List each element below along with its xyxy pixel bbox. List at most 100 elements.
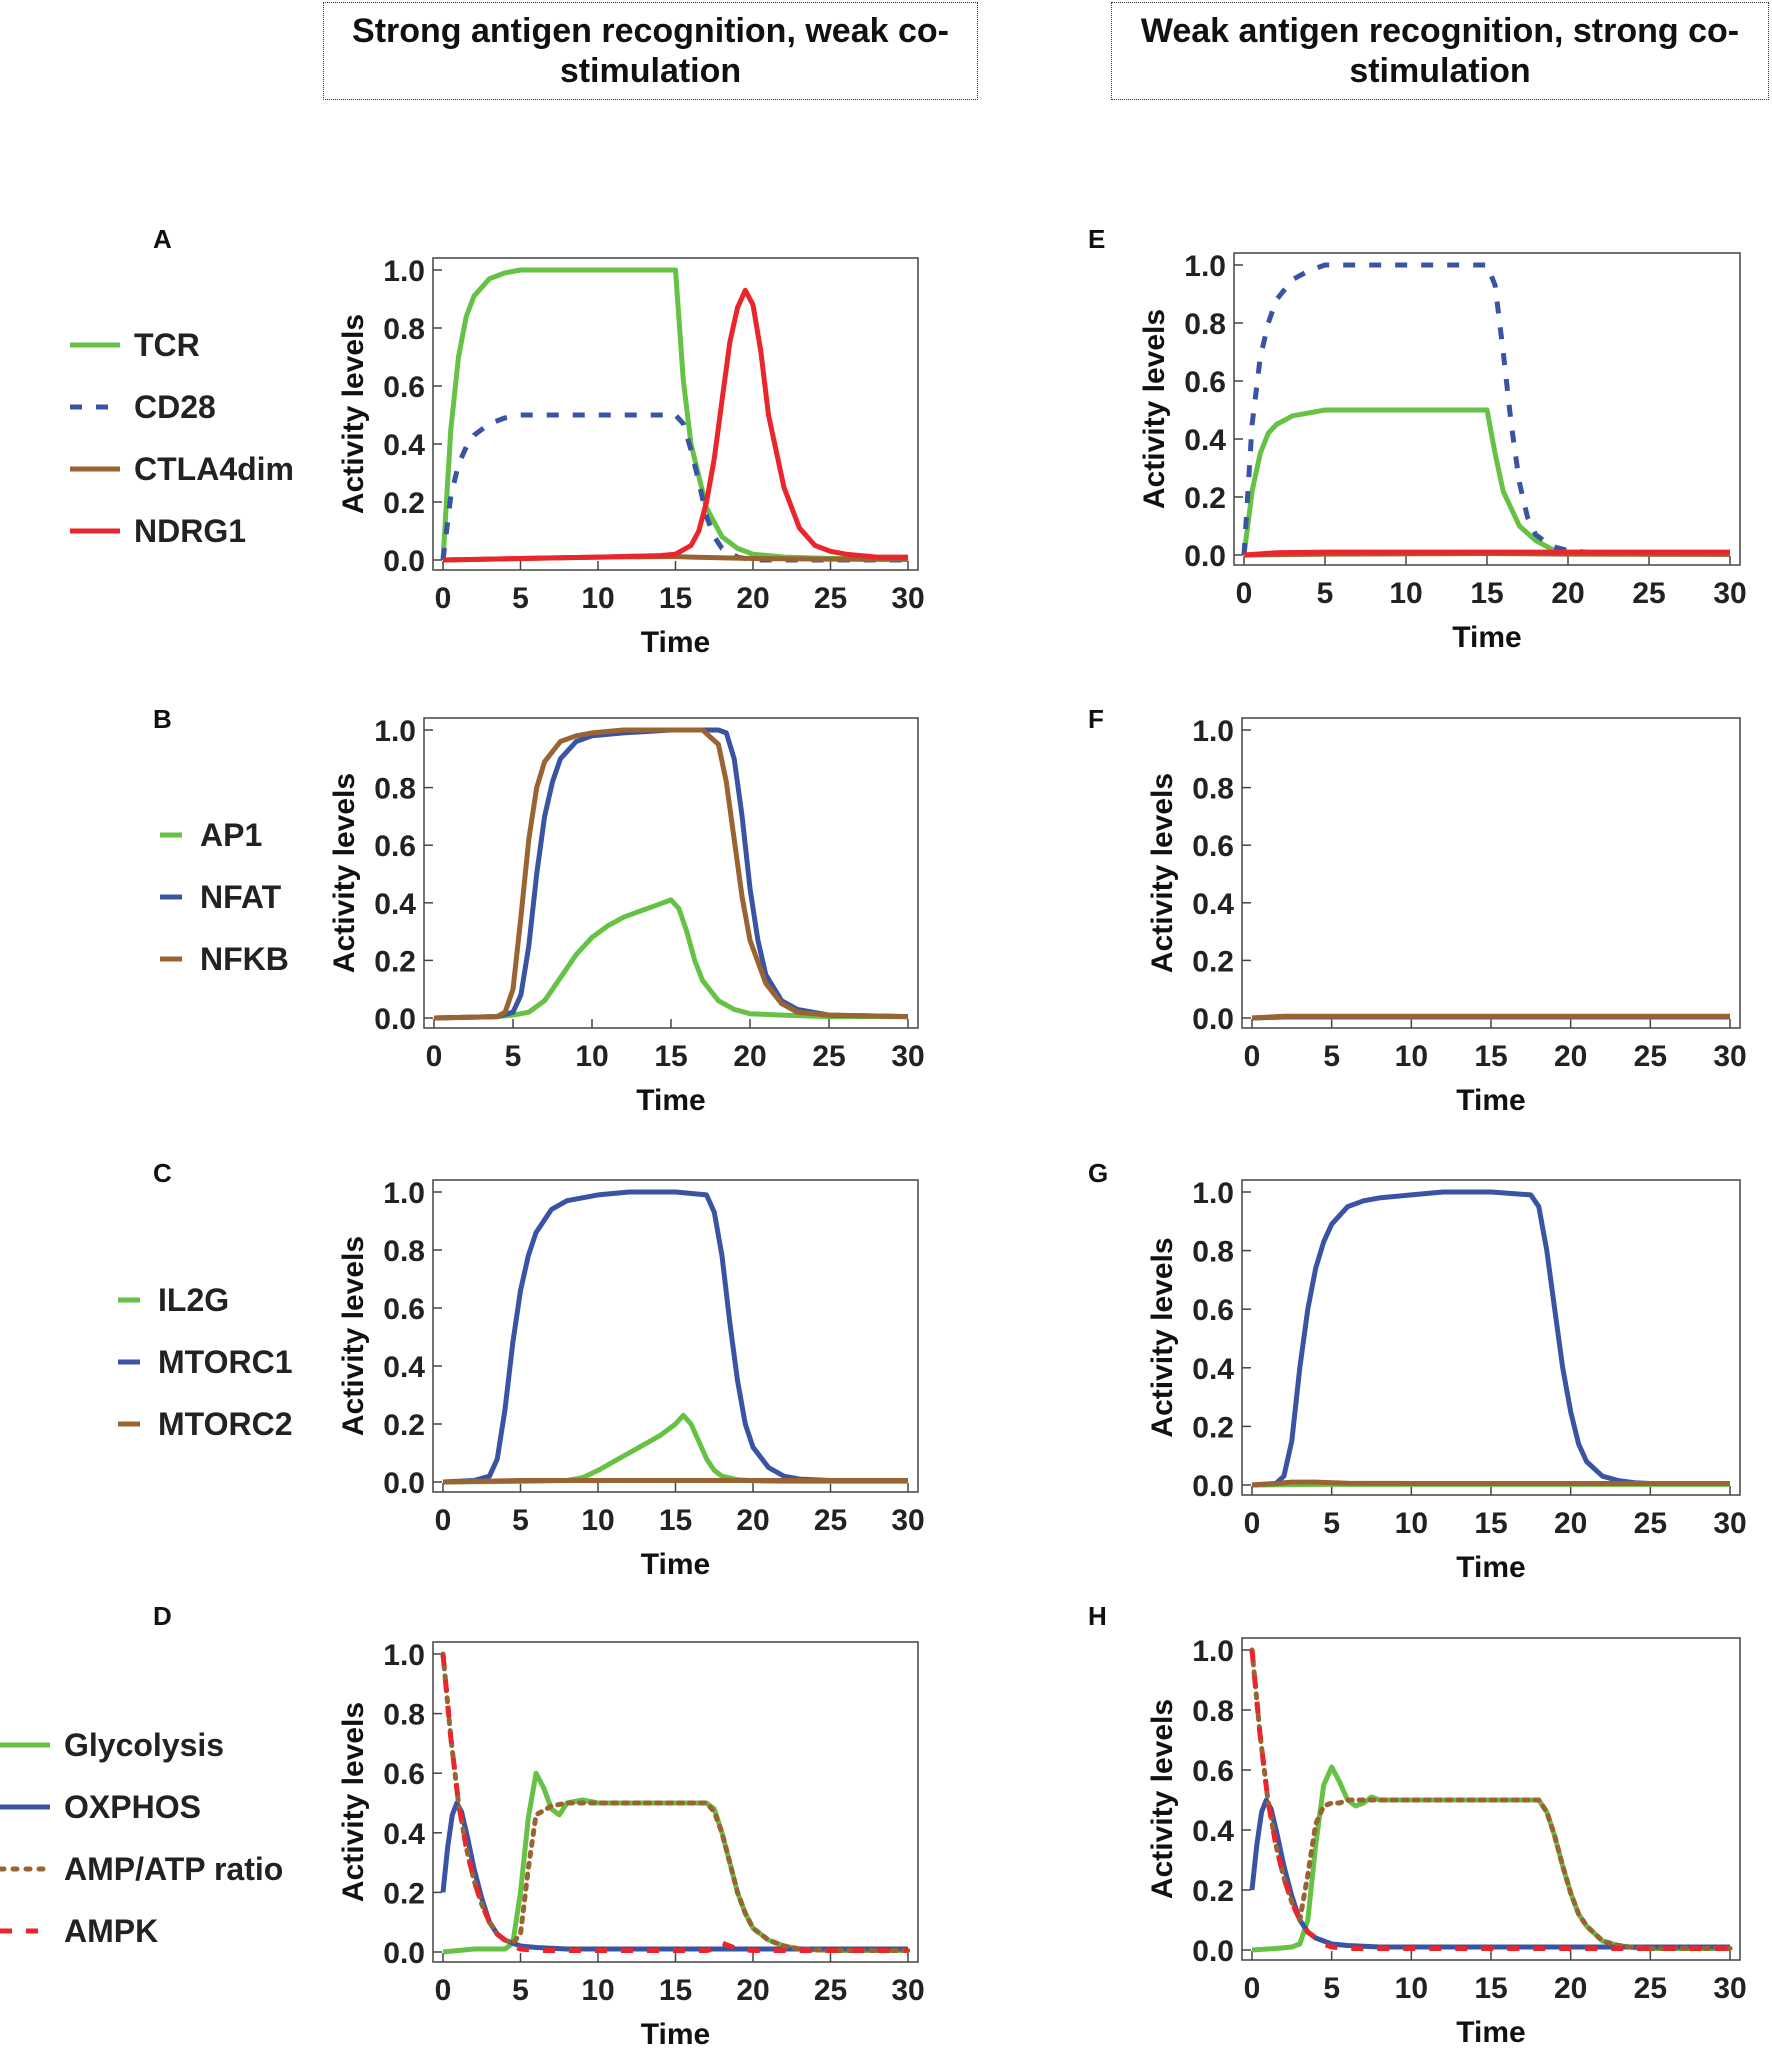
- y-tick-label: 0.8: [1192, 1695, 1234, 1728]
- legend-label: AP1: [200, 817, 262, 853]
- legend-label: CTLA4dim: [134, 451, 294, 487]
- panel-label: F: [1088, 704, 1104, 734]
- x-axis-label: Time: [641, 626, 710, 659]
- x-tick-label: 30: [1713, 1972, 1746, 2005]
- x-axis-label: Time: [1456, 1084, 1525, 1117]
- legend-3: IL2G MTORC1 MTORC2: [118, 1282, 293, 1442]
- y-tick-label: 1.0: [383, 1639, 425, 1672]
- x-tick-label: 15: [659, 1504, 692, 1537]
- panel-label: B: [153, 704, 172, 734]
- series-line-oxphos: [1249, 1797, 1730, 1950]
- x-tick-label: 25: [1632, 577, 1665, 610]
- x-tick-label: 5: [1323, 1972, 1340, 2005]
- y-tick-label: 0.4: [383, 1351, 425, 1384]
- series-line-ap1: [433, 897, 908, 1021]
- legend-label: AMPK: [64, 1913, 158, 1949]
- series-line-cd28: [1241, 262, 1730, 556]
- y-tick-label: 0.2: [1184, 482, 1226, 515]
- x-tick-label: 25: [1634, 1972, 1667, 2005]
- x-tick-label: 15: [1474, 1507, 1507, 1540]
- y-tick-label: 0.0: [1184, 540, 1226, 573]
- y-tick-label: 0.4: [1192, 1815, 1234, 1848]
- x-tick-label: 10: [581, 1504, 614, 1537]
- x-tick-label: 15: [659, 582, 692, 615]
- series-line-nfkb: [433, 727, 909, 1021]
- y-tick-label: 1.0: [383, 1177, 425, 1210]
- x-tick-label: 15: [1470, 577, 1503, 610]
- x-tick-label: 0: [1244, 1972, 1261, 2005]
- chart-panel-h: H 0.0 0.2 0.4 0.6 0.8 1.0 0 5 10 15 20 25 30 Time Activ…: [1088, 1601, 1747, 2049]
- legend-label: AMP/ATP ratio: [64, 1851, 283, 1887]
- y-tick-label: 0.4: [1192, 1353, 1234, 1386]
- x-tick-label: 25: [812, 1040, 845, 1073]
- x-tick-label: 20: [1554, 1507, 1587, 1540]
- x-tick-label: 0: [1244, 1507, 1261, 1540]
- chart-panel-e: E 0.0 0.2 0.4 0.6 0.8 1.0 0 5 10 15 20 25 30 Time Activ…: [1088, 224, 1747, 654]
- x-tick-label: 10: [575, 1040, 608, 1073]
- x-tick-label: 10: [1389, 577, 1422, 610]
- legend-label: OXPHOS: [64, 1789, 201, 1825]
- x-tick-label: 20: [1554, 1972, 1587, 2005]
- y-tick-label: 0.6: [1184, 366, 1226, 399]
- panel-label: D: [153, 1601, 172, 1631]
- x-tick-label: 15: [659, 1974, 692, 2007]
- series-line-amp-atp-ratio: [1249, 1647, 1733, 1951]
- y-tick-label: 0.6: [1192, 1755, 1234, 1788]
- x-tick-label: 0: [435, 582, 452, 615]
- x-tick-label: 30: [1713, 1507, 1746, 1540]
- series-line-mtorc1: [1251, 1189, 1730, 1488]
- plot-frame: [423, 717, 919, 1029]
- series-line-il2g: [442, 1412, 908, 1485]
- legend-label: MTORC2: [158, 1406, 293, 1442]
- y-tick-label: 0.2: [383, 487, 425, 520]
- x-tick-label: 5: [1323, 1507, 1340, 1540]
- series-line-cd28: [440, 412, 908, 563]
- y-tick-label: 0.2: [383, 1409, 425, 1442]
- y-axis-label: Activity levels: [1138, 309, 1171, 509]
- plot-frame: [1241, 717, 1741, 1029]
- legend-label: Glycolysis: [64, 1727, 224, 1763]
- x-tick-label: 20: [736, 582, 769, 615]
- chart-panel-d: D 0.0 0.2 0.4 0.6 0.8 1.0 0 5 10 15 20 25 30 Time Activ…: [153, 1601, 925, 2051]
- legend-label: NFKB: [200, 941, 289, 977]
- y-tick-label: 0.4: [383, 429, 425, 462]
- header-left-title: Strong antigen recognition, weak co-stim…: [323, 2, 978, 100]
- x-tick-label: 30: [891, 1504, 924, 1537]
- panel-label: C: [153, 1158, 172, 1188]
- chart-panel-b: B 0.0 0.2 0.4 0.6 0.8 1.0 0 5 10 15 20 25 30 Time Activ…: [153, 704, 925, 1117]
- x-tick-label: 5: [512, 582, 529, 615]
- legend-label: CD28: [134, 389, 216, 425]
- y-tick-label: 0.6: [383, 1293, 425, 1326]
- series-line-ndrg1: [442, 287, 908, 563]
- chart-panel-f: F 0.0 0.2 0.4 0.6 0.8 1.0 0 5 10 15 20 25 30 Time Activ…: [1088, 704, 1747, 1117]
- legend-label: NDRG1: [134, 513, 246, 549]
- x-tick-label: 30: [1713, 1040, 1746, 1073]
- x-tick-label: 25: [1634, 1507, 1667, 1540]
- x-tick-label: 10: [1395, 1507, 1428, 1540]
- x-tick-label: 15: [1474, 1040, 1507, 1073]
- y-tick-label: 0.8: [383, 313, 425, 346]
- y-axis-label: Activity levels: [337, 1702, 370, 1902]
- y-tick-label: 0.4: [383, 1818, 425, 1851]
- y-tick-label: 0.2: [1192, 945, 1234, 978]
- series-line-nfat: [433, 727, 909, 1021]
- legend-label: IL2G: [158, 1282, 229, 1318]
- x-tick-label: 5: [1317, 577, 1334, 610]
- y-tick-label: 0.6: [383, 1758, 425, 1791]
- y-tick-label: 0.0: [383, 1937, 425, 1970]
- series-line-glycolysis: [442, 1770, 908, 1955]
- x-tick-label: 20: [1554, 1040, 1587, 1073]
- series-line-glycolysis: [1251, 1764, 1730, 1953]
- y-tick-label: 0.6: [1192, 830, 1234, 863]
- y-tick-label: 1.0: [1184, 250, 1226, 283]
- series-line-ampk: [440, 1653, 908, 1953]
- panel-label: E: [1088, 224, 1105, 254]
- x-tick-label: 0: [435, 1974, 452, 2007]
- y-tick-label: 0.0: [1192, 1935, 1234, 1968]
- y-tick-label: 0.2: [1192, 1875, 1234, 1908]
- y-axis-label: Activity levels: [1146, 1699, 1179, 1899]
- legend-4: Glycolysis OXPHOS AMP/ATP ratio AMPK: [0, 1727, 283, 1949]
- x-tick-label: 20: [733, 1040, 766, 1073]
- x-tick-label: 20: [736, 1504, 769, 1537]
